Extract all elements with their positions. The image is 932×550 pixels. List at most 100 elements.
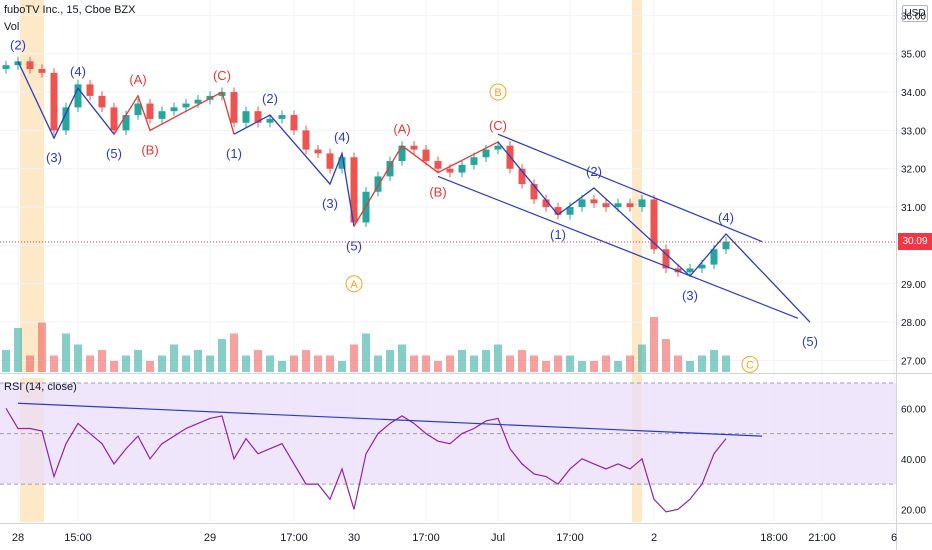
candle — [50, 72, 58, 131]
currency-button[interactable]: USD — [902, 5, 928, 22]
volume-bar — [230, 333, 238, 372]
volume-bar — [350, 344, 358, 372]
candle — [590, 199, 598, 204]
volume-bar — [338, 361, 346, 372]
volume-bar — [614, 361, 622, 372]
candle — [278, 115, 286, 119]
wave-label: (4) — [334, 129, 350, 144]
candle — [686, 268, 694, 273]
candle — [638, 199, 646, 208]
candle — [386, 161, 394, 177]
candle — [422, 149, 430, 162]
volume-bar — [122, 355, 130, 372]
volume-bar — [26, 355, 34, 372]
session-highlight — [20, 0, 44, 372]
volume-bar — [602, 355, 610, 372]
wave-label: (C) — [489, 118, 507, 133]
candle — [398, 145, 406, 162]
volume-bar — [38, 322, 46, 372]
wave-label: (1) — [226, 146, 242, 161]
price-tick-label: 33.00 — [901, 126, 926, 137]
rsi-trendline — [17, 402, 763, 437]
volume-bar — [470, 355, 478, 372]
wave-label: (2) — [10, 37, 26, 52]
volume-bar — [578, 361, 586, 372]
candle — [722, 241, 730, 250]
candle — [122, 115, 130, 131]
volume-bar — [2, 350, 10, 372]
volume-bar — [314, 355, 322, 372]
wave-label: (C) — [213, 68, 231, 83]
wave-label: (3) — [46, 150, 62, 165]
volume-bar — [638, 344, 646, 372]
candle — [434, 161, 442, 169]
volume-bar — [518, 350, 526, 372]
volume-bar — [410, 355, 418, 372]
time-tick-label: 17:00 — [280, 532, 308, 544]
price-tick-label: 34.00 — [901, 88, 926, 99]
volume-bar — [482, 350, 490, 372]
wave-label: (B) — [141, 142, 158, 157]
volume-bar — [494, 344, 502, 372]
channel-lower-line — [437, 175, 799, 319]
time-tick-label: 21:00 — [808, 532, 836, 544]
candle — [62, 107, 70, 131]
time-tick-label: 18:00 — [760, 532, 788, 544]
volume-bar — [110, 361, 118, 372]
candle — [38, 69, 46, 73]
volume-bar — [434, 361, 442, 372]
candle — [74, 84, 82, 108]
channel-upper-line — [497, 133, 763, 243]
volume-bar — [206, 355, 214, 372]
volume-bar — [590, 361, 598, 372]
symbol-title[interactable]: fuboTV Inc., 15, Cboe BZX — [4, 4, 136, 16]
candle — [458, 164, 466, 173]
volume-bar — [182, 355, 190, 372]
rsi-legend[interactable]: RSI (14, close) — [4, 381, 77, 393]
candle — [26, 61, 34, 70]
candle — [626, 203, 634, 208]
circle-label: A — [350, 279, 358, 291]
volume-bar — [158, 355, 166, 372]
volume-legend[interactable]: Vol — [4, 21, 20, 33]
volume-bar — [530, 355, 538, 372]
price-tick-label: 29.00 — [901, 280, 926, 291]
candle — [374, 176, 382, 192]
time-tick-label: 6 — [891, 532, 897, 544]
volume-bar — [170, 344, 178, 372]
volume-bar — [374, 355, 382, 372]
candle — [350, 157, 358, 223]
candle — [2, 65, 10, 70]
candle — [614, 203, 622, 208]
volume-bar — [398, 344, 406, 372]
candle — [158, 111, 166, 119]
price-tick-label: 36.00 — [901, 11, 926, 22]
candle — [578, 199, 586, 208]
candle — [134, 103, 142, 116]
circle-marker — [741, 355, 759, 373]
candle — [662, 249, 670, 269]
volume-bar — [710, 350, 718, 372]
candle — [98, 95, 106, 108]
circle-label: C — [746, 359, 754, 371]
candle — [230, 92, 238, 123]
volume-bar — [290, 355, 298, 372]
volume-bar — [302, 350, 310, 372]
candle — [530, 184, 538, 200]
rsi-tick-label: 40.00 — [901, 455, 926, 466]
candle — [86, 84, 94, 96]
wave-line — [353, 141, 499, 227]
candle — [254, 111, 262, 123]
volume-bar — [698, 355, 706, 372]
wave-line — [497, 141, 811, 323]
circle-marker — [345, 275, 363, 293]
wave-label: (2) — [586, 164, 602, 179]
candle — [566, 207, 574, 215]
wave-label: (3) — [322, 196, 338, 211]
volume-bar — [326, 355, 334, 372]
time-tick-label: Jul — [491, 532, 505, 544]
volume-bar — [254, 350, 262, 372]
volume-bar — [662, 339, 670, 372]
volume-bar — [218, 339, 226, 372]
